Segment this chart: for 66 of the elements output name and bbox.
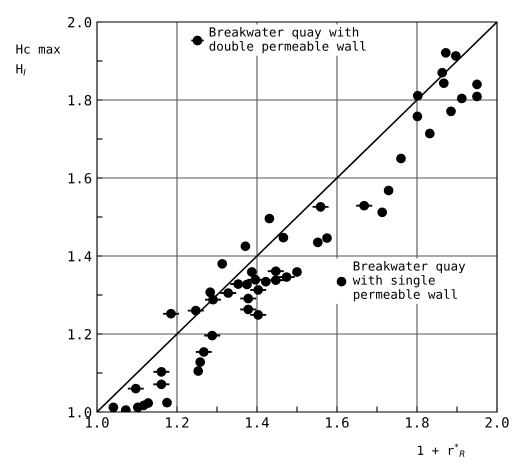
point <box>233 279 244 289</box>
point <box>384 186 394 196</box>
point <box>242 280 252 290</box>
point <box>260 276 271 287</box>
y-axis-title: Hc max H$_{I}$ <box>16 44 60 76</box>
point <box>312 237 323 248</box>
point <box>195 357 206 367</box>
point <box>359 200 370 211</box>
point <box>243 304 254 314</box>
point <box>190 306 201 316</box>
x-tick-label: 2.0 <box>485 417 509 428</box>
point <box>253 310 264 320</box>
point <box>246 267 257 277</box>
y-tick-label: 1.0 <box>68 407 92 418</box>
point <box>282 272 292 282</box>
point <box>270 275 281 286</box>
point <box>270 266 281 276</box>
x-tick-label: 1.2 <box>166 417 188 428</box>
point <box>424 128 435 138</box>
legend-label: Breakwater quay with single permeable wall <box>352 261 466 302</box>
point <box>208 294 218 305</box>
point <box>130 384 141 394</box>
point <box>437 68 448 78</box>
y-tick-label: 2.0 <box>68 17 92 28</box>
point <box>438 78 449 88</box>
y-tick-label: 1.2 <box>68 329 91 340</box>
y-tick-label: 1.4 <box>68 251 92 262</box>
x-axis-title: 1 + r$^{*}$$_{R}$ <box>418 444 464 457</box>
point <box>377 207 388 218</box>
point <box>440 48 451 58</box>
point <box>446 106 456 116</box>
point <box>264 214 274 224</box>
point <box>292 267 302 277</box>
point <box>412 112 422 122</box>
point <box>450 51 461 61</box>
point <box>250 274 260 285</box>
point <box>132 402 143 412</box>
x-tick-label: 1.0 <box>86 417 109 428</box>
point <box>166 308 176 319</box>
point <box>412 90 423 101</box>
point <box>207 330 218 340</box>
point <box>472 92 482 102</box>
point <box>198 347 209 357</box>
legend-label: Breakwater quay with double permeable wall <box>210 27 366 54</box>
point <box>456 94 467 104</box>
y-tick-label: 1.6 <box>68 173 92 184</box>
x-tick-label: 1.8 <box>406 417 429 428</box>
point <box>156 379 166 390</box>
x-tick-label: 1.6 <box>326 417 349 428</box>
point <box>396 154 406 164</box>
point <box>243 294 254 304</box>
point <box>253 285 264 295</box>
point <box>162 398 172 408</box>
point <box>316 202 326 212</box>
point <box>240 241 250 252</box>
point <box>472 80 482 90</box>
x-tick-label: 1.4 <box>246 417 269 428</box>
point <box>193 366 204 376</box>
point <box>322 233 332 243</box>
point <box>156 366 166 377</box>
point <box>223 288 234 298</box>
point <box>278 232 288 243</box>
point <box>108 402 118 412</box>
y-tick-label: 1.8 <box>68 95 92 106</box>
point <box>217 258 228 269</box>
point <box>205 287 216 298</box>
